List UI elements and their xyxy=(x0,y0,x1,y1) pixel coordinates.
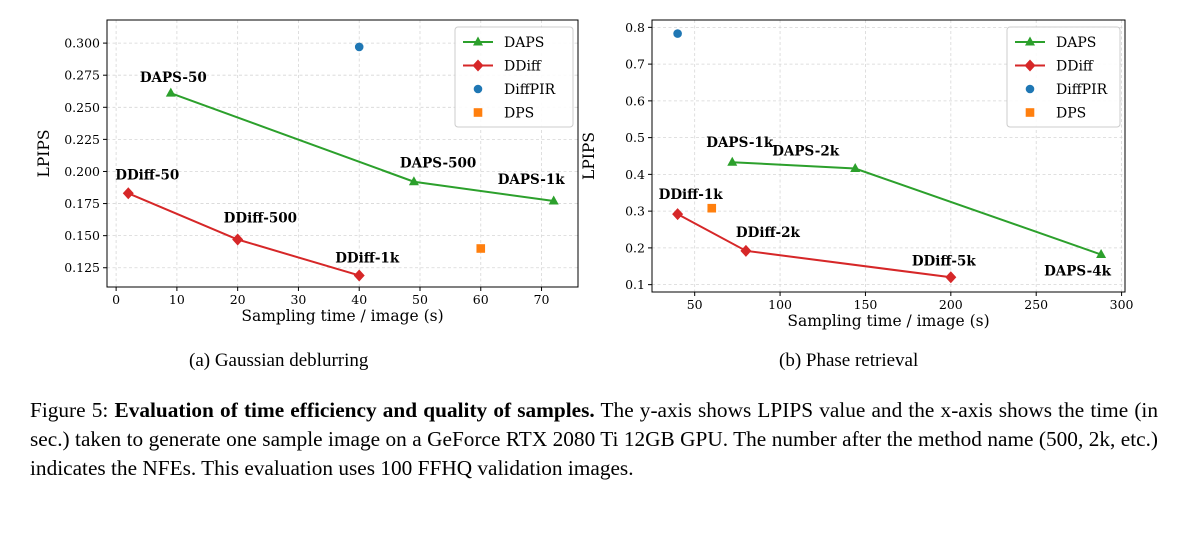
y-tick-label: 0.150 xyxy=(64,228,100,243)
series-line-ddiff xyxy=(127,192,360,277)
y-tick-label: 0.2 xyxy=(625,240,645,255)
x-tick-label: 50 xyxy=(687,297,703,312)
point-ddiff xyxy=(122,187,134,200)
caption-body: The y-axis shows LPIPS value and the x-a… xyxy=(30,398,1158,480)
point-ddiff xyxy=(945,271,957,284)
y-tick-label: 0.275 xyxy=(64,68,100,83)
point-dps xyxy=(707,203,717,213)
x-tick-label: 10 xyxy=(169,292,185,307)
data-label-ddiff: DDiff-50 xyxy=(115,167,179,183)
point-ddiff xyxy=(232,233,244,246)
x-tick-label: 150 xyxy=(854,297,878,312)
data-label-daps: DAPS-500 xyxy=(400,156,476,172)
legend-frame xyxy=(454,26,574,128)
chart-a: 0 10 20 30 40 50 60 70 0.125 0.150 0.175 0.200 0.225… xyxy=(35,19,579,325)
legend-label-ddiff: DDiff xyxy=(1056,59,1094,75)
data-label-ddiff: DDiff-1k xyxy=(335,250,400,266)
point-daps xyxy=(548,195,559,205)
legend-label-diffpir: DiffPIR xyxy=(1056,82,1108,98)
y-tick-label: 0.3 xyxy=(625,204,645,219)
point-ddiff xyxy=(672,208,684,221)
y-axis-label: LPIPS xyxy=(580,132,598,180)
y-tick-label: 0.125 xyxy=(64,260,100,275)
y-tick-label: 0.8 xyxy=(625,20,645,35)
x-tick-label: 250 xyxy=(1024,297,1048,312)
y-tick-label: 0.4 xyxy=(625,167,645,182)
x-axis-label: Sampling time / image (s) xyxy=(787,312,989,330)
point-dps xyxy=(476,244,486,253)
data-label-daps: DAPS-50 xyxy=(140,70,207,86)
legend-label-daps: DAPS xyxy=(504,35,544,51)
y-tick-label: 0.175 xyxy=(64,196,100,211)
legend-label-diffpir: DiffPIR xyxy=(504,82,556,98)
y-tick-label: 0.200 xyxy=(64,164,100,179)
x-tick-label: 40 xyxy=(351,292,367,307)
figure-canvas: 0 10 20 30 40 50 60 700.1250.1500.1750.2000.225… xyxy=(35,19,1134,330)
plot-frame xyxy=(651,19,1126,293)
point-daps xyxy=(408,176,419,186)
legend-marker-ddiff xyxy=(1024,59,1036,72)
legend-marker-dps xyxy=(473,108,483,117)
caption-label: Figure 5: xyxy=(30,398,109,422)
x-axis-label: Sampling time / image (s) xyxy=(241,307,443,325)
legend-marker-ddiff xyxy=(472,59,484,72)
y-tick-label: 0.300 xyxy=(64,36,100,51)
y-tick-label: 0.5 xyxy=(625,130,645,145)
legend-label-daps: DAPS xyxy=(1056,35,1096,51)
y-tick-label: 0.1 xyxy=(625,277,645,292)
legend-label-dps: DPS xyxy=(504,106,534,122)
point-ddiff xyxy=(740,244,752,257)
data-label-daps: DAPS-2k xyxy=(772,143,840,159)
x-tick-label: 20 xyxy=(230,292,246,307)
legend-marker-daps xyxy=(1025,36,1035,46)
x-tick-label: 60 xyxy=(473,292,489,307)
point-daps xyxy=(727,156,738,166)
point-daps xyxy=(165,87,176,97)
legend-marker-daps xyxy=(473,36,483,46)
data-label-ddiff: DDiff-2k xyxy=(736,225,801,241)
legend: DAPS DDiff DiffPIR DPS xyxy=(454,26,574,128)
point-daps xyxy=(1096,249,1107,259)
y-axis-label: LPIPS xyxy=(35,130,53,178)
data-label-daps: DAPS-1k xyxy=(498,172,566,188)
x-tick-label: 50 xyxy=(412,292,428,307)
data-label-ddiff: DDiff-5k xyxy=(912,253,977,269)
legend-frame xyxy=(1006,26,1121,128)
y-tick-label: 0.7 xyxy=(625,57,645,72)
chart-b: 50 100 150 200 250 300 0.1 0.2 0.3 0.4 0.5 0.6 0.7 0.… xyxy=(580,19,1134,330)
legend-marker-dps xyxy=(1025,108,1035,117)
x-tick-label: 100 xyxy=(768,297,792,312)
point-diffpir xyxy=(354,42,364,52)
x-tick-label: 30 xyxy=(290,292,306,307)
figure-caption: Figure 5: Evaluation of time efficiency … xyxy=(30,396,1158,483)
y-tick-label: 0.250 xyxy=(64,100,100,115)
data-label-daps: DAPS-4k xyxy=(1044,264,1112,280)
x-tick-label: 300 xyxy=(1110,297,1134,312)
point-diffpir xyxy=(673,29,682,38)
point-ddiff xyxy=(353,269,365,282)
legend-label-ddiff: DDiff xyxy=(504,59,542,75)
subcaption-a: (a) Gaussian deblurring xyxy=(189,350,369,371)
point-daps xyxy=(850,162,861,172)
caption-title: Evaluation of time efficiency and qualit… xyxy=(114,398,595,422)
legend-marker-diffpir xyxy=(1025,84,1035,94)
y-tick-label: 0.6 xyxy=(625,93,645,108)
plot-frame xyxy=(106,19,579,288)
series-line-ddiff xyxy=(677,213,951,279)
x-tick-label: 70 xyxy=(534,292,550,307)
legend-marker-diffpir xyxy=(473,84,483,94)
x-tick-label: 0 xyxy=(112,292,120,307)
x-tick-label: 200 xyxy=(939,297,963,312)
data-label-ddiff: DDiff-1k xyxy=(659,187,724,203)
data-label-ddiff: DDiff-500 xyxy=(224,211,297,227)
legend-label-dps: DPS xyxy=(1056,106,1086,122)
data-label-daps: DAPS-1k xyxy=(706,135,774,151)
subcaption-b: (b) Phase retrieval xyxy=(779,350,919,371)
y-tick-label: 0.225 xyxy=(64,132,100,147)
legend: DAPS DDiff DiffPIR DPS xyxy=(1006,26,1121,128)
